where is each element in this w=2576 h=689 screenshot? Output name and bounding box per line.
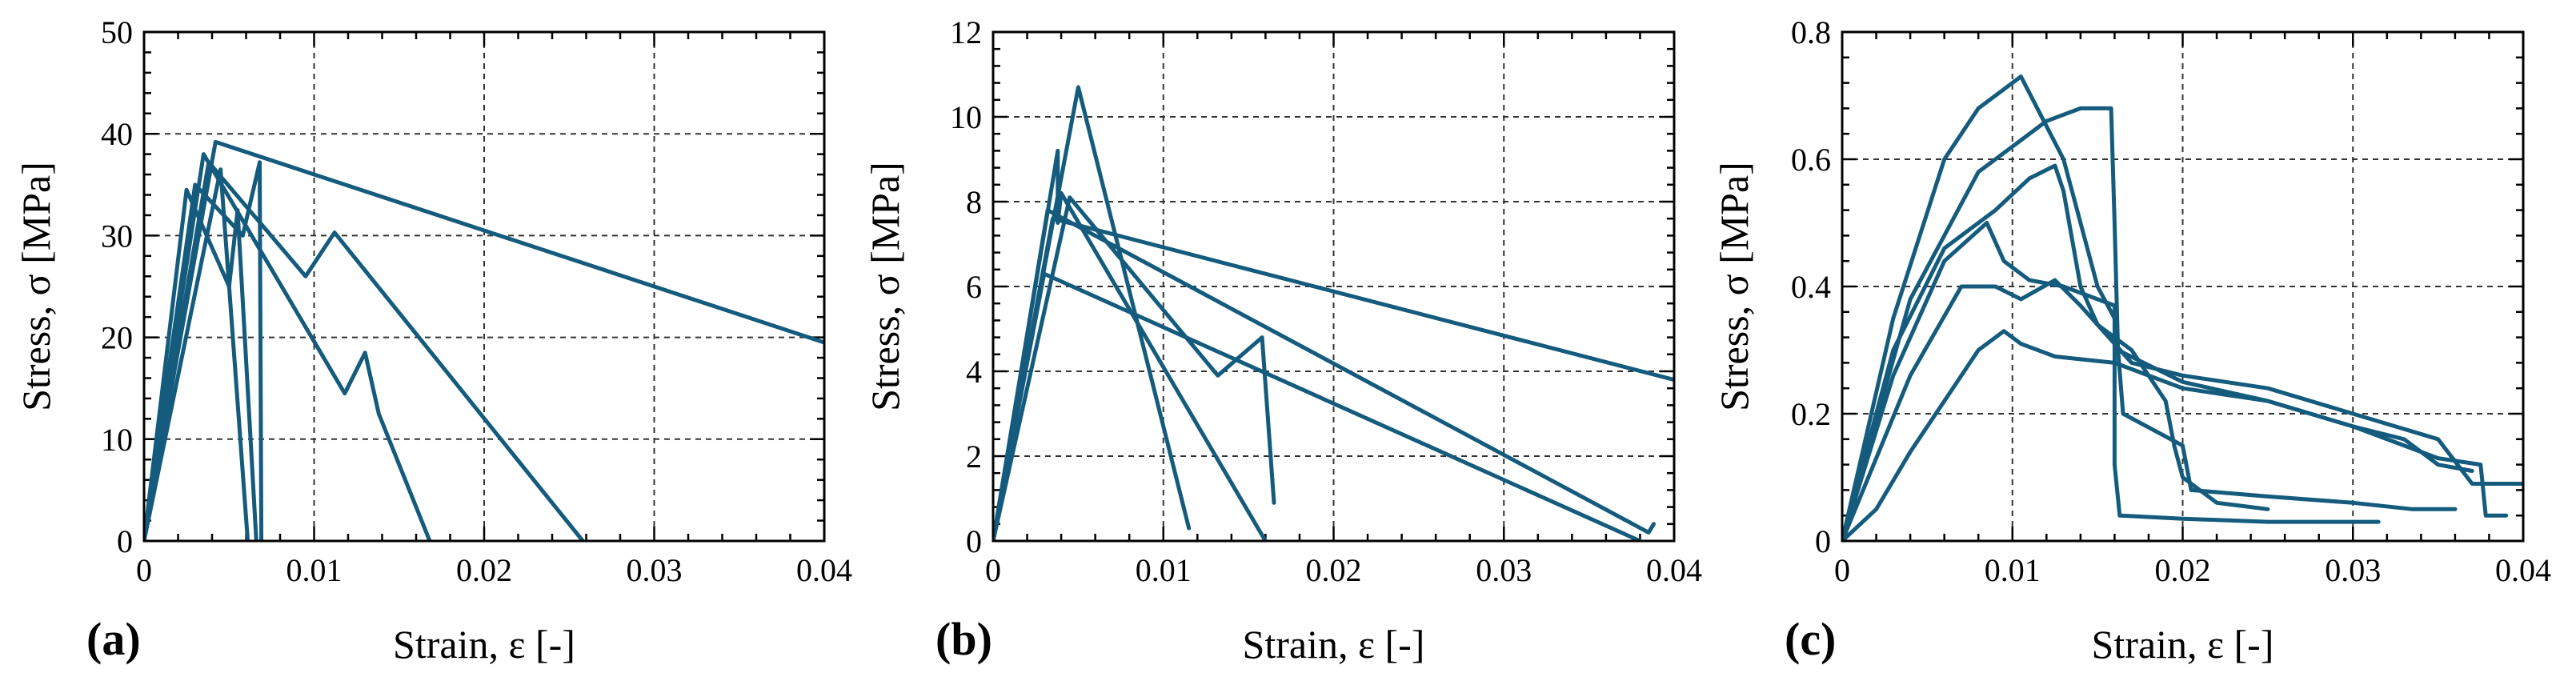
- x-tick-label: 0.04: [1646, 552, 1702, 588]
- x-tick-label: 0.04: [2495, 552, 2551, 588]
- x-tick-label: 0.03: [2325, 552, 2381, 588]
- y-tick-label: 4: [966, 354, 982, 390]
- x-tick-label: 0.02: [456, 552, 512, 588]
- y-tick-label: 20: [101, 320, 133, 356]
- series-line-a6: [144, 187, 258, 541]
- series-line-c6: [1842, 329, 2474, 541]
- series-line-c1: [1842, 74, 2509, 541]
- y-tick-label: 0.6: [1791, 142, 1831, 178]
- y-tick-label: 0: [1815, 523, 1831, 559]
- plot-frame: [1841, 30, 2525, 543]
- series-line-a4: [144, 167, 250, 541]
- panel-label: (a): [86, 613, 141, 665]
- panel-3: 0 0.01 0.02 0.03 0.04 0 0.2 0.4 0.6 0.8 Strain, ε …: [1712, 14, 2551, 667]
- panel-label: (b): [935, 613, 992, 665]
- series-line-b2: [993, 148, 1268, 541]
- series-line-c3: [1842, 163, 2270, 541]
- x-tick-label: 0.03: [627, 552, 683, 588]
- y-tick-label: 12: [950, 14, 982, 50]
- x-tick-label: 0: [1834, 552, 1850, 588]
- x-tick-label: 0.01: [1136, 552, 1192, 588]
- x-tick-label: 0.01: [286, 552, 343, 588]
- y-tick-label: 8: [966, 184, 982, 220]
- y-tick-label: 30: [101, 218, 133, 254]
- y-axis-title: Stress, σ [MPa]: [1712, 162, 1757, 411]
- series-line-b6: [993, 271, 1642, 541]
- y-tick-label: 0.4: [1791, 269, 1831, 305]
- plot-frame: [992, 30, 1676, 543]
- y-axis-title: Stress, σ [MPa]: [863, 162, 907, 411]
- y-axis-title: Stress, σ [MPa]: [14, 162, 58, 411]
- panel-1: 0 0.01 0.02 0.03 0.04 0 10 20 30 40 50 Strain, ε [-…: [14, 14, 852, 667]
- x-tick-label: 0: [136, 552, 152, 588]
- x-tick-label: 0.02: [2155, 552, 2211, 588]
- series-line-b5: [993, 208, 1656, 541]
- x-tick-label: 0.02: [1306, 552, 1362, 588]
- y-tick-label: 6: [966, 269, 982, 305]
- series-line-c2: [1842, 106, 2458, 541]
- y-tick-label: 50: [101, 14, 133, 50]
- y-tick-label: 10: [101, 422, 133, 458]
- plot-frame: [142, 30, 826, 543]
- panel-2: 0 0.01 0.02 0.03 0.04 0 2 4 6 8 10 12 Strain, ε [-] S…: [863, 14, 1702, 667]
- x-axis-title: Strain, ε [-]: [1243, 622, 1425, 667]
- x-tick-label: 0.03: [1476, 552, 1532, 588]
- series-line-b1: [993, 85, 1192, 541]
- y-tick-label: 10: [950, 99, 982, 135]
- panel-label: (c): [1785, 613, 1836, 665]
- series-line-a5: [144, 160, 264, 541]
- x-tick-label: 0.04: [796, 552, 852, 588]
- x-axis-title: Strain, ε [-]: [2092, 622, 2274, 667]
- x-tick-label: 0: [985, 552, 1001, 588]
- series-line-a3: [144, 152, 432, 541]
- y-tick-label: 40: [101, 116, 133, 152]
- x-axis-title: Strain, ε [-]: [393, 622, 575, 667]
- y-tick-label: 0: [966, 523, 982, 559]
- series-line-c4: [1842, 221, 2381, 541]
- series-line-a2: [144, 160, 585, 541]
- y-tick-label: 2: [966, 439, 982, 475]
- y-tick-label: 0: [117, 523, 133, 559]
- series-line-b3: [993, 195, 1276, 541]
- y-tick-label: 0.8: [1791, 14, 1831, 50]
- x-tick-label: 0.01: [1985, 552, 2041, 588]
- y-tick-label: 0.2: [1791, 396, 1831, 432]
